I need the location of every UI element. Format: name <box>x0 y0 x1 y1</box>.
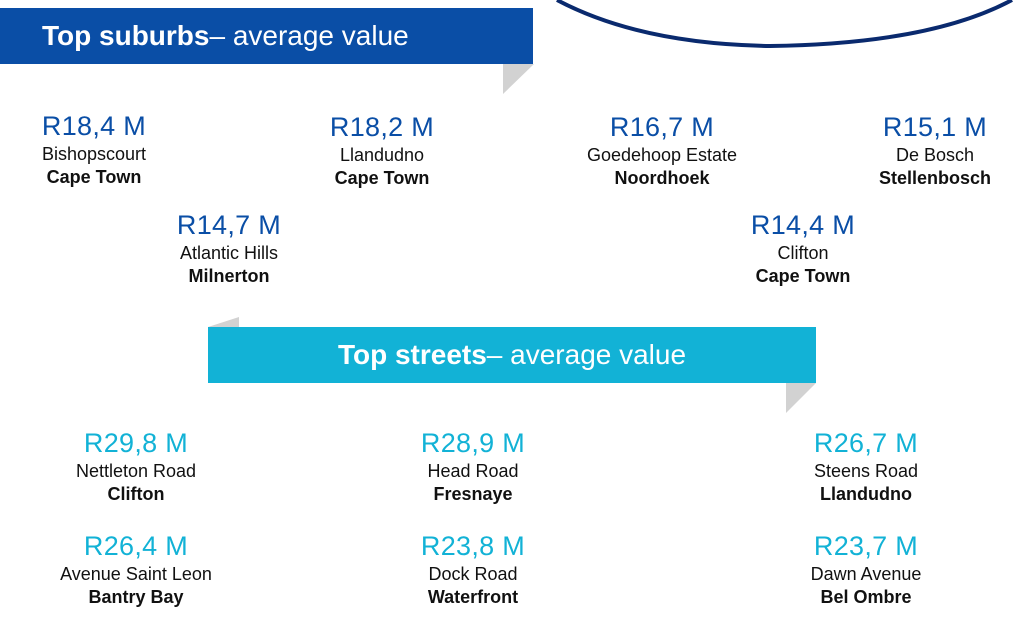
suburb-value: R18,2 M <box>329 112 435 142</box>
street-card: R23,8 M Dock Road Waterfront <box>353 530 593 609</box>
suburb-card: R14,4 M Clifton Cape Town <box>683 209 923 288</box>
street-value: R28,9 M <box>420 428 526 458</box>
street-city: Clifton <box>107 484 165 504</box>
street-card: R29,8 M Nettleton Road Clifton <box>16 427 256 506</box>
street-card: R23,7 M Dawn Avenue Bel Ombre <box>746 530 986 609</box>
suburb-card: R18,4 M Bishopscourt Cape Town <box>0 110 214 189</box>
street-name: Avenue Saint Leon <box>60 564 212 584</box>
street-value: R26,4 M <box>83 531 189 561</box>
suburbs-title-bold: Top suburbs <box>42 20 210 51</box>
suburb-card: R15,1 M De Bosch Stellenbosch <box>815 111 1024 190</box>
suburb-value: R14,4 M <box>750 210 856 240</box>
streets-title-bold: Top streets <box>337 339 487 370</box>
suburb-city: Cape Town <box>46 167 142 187</box>
suburb-city: Cape Town <box>334 168 430 188</box>
street-card: R26,4 M Avenue Saint Leon Bantry Bay <box>16 530 256 609</box>
street-card: R26,7 M Steens Road Llandudno <box>746 427 986 506</box>
suburb-city: Noordhoek <box>614 168 710 188</box>
street-value: R23,8 M <box>420 531 526 561</box>
suburb-name: Llandudno <box>339 145 425 165</box>
suburb-name: Goedehoop Estate <box>586 145 738 165</box>
street-value: R23,7 M <box>813 531 919 561</box>
streets-banner-fold-left <box>208 317 239 327</box>
suburb-name: Atlantic Hills <box>179 243 279 263</box>
suburb-card: R18,2 M Llandudno Cape Town <box>262 111 502 190</box>
suburb-card: R16,7 M Goedehoop Estate Noordhoek <box>542 111 782 190</box>
street-card: R28,9 M Head Road Fresnaye <box>353 427 593 506</box>
suburbs-banner-fold <box>503 64 534 94</box>
streets-banner: Top streets – average value <box>208 327 816 383</box>
suburbs-banner: Top suburbs – average value <box>0 8 533 64</box>
street-city: Bel Ombre <box>820 587 912 607</box>
street-name: Steens Road <box>813 461 919 481</box>
suburb-card: R14,7 M Atlantic Hills Milnerton <box>109 209 349 288</box>
suburb-city: Stellenbosch <box>878 168 992 188</box>
street-name: Dock Road <box>428 564 518 584</box>
street-city: Waterfront <box>427 587 519 607</box>
street-value: R26,7 M <box>813 428 919 458</box>
street-name: Head Road <box>427 461 519 481</box>
suburbs-title-rest: – average value <box>209 20 409 51</box>
suburb-city: Milnerton <box>188 266 270 286</box>
streets-title-rest: – average value <box>486 339 687 370</box>
suburb-value: R16,7 M <box>609 112 715 142</box>
suburb-value: R14,7 M <box>176 210 282 240</box>
suburb-name: De Bosch <box>895 145 975 165</box>
suburb-name: Bishopscourt <box>41 144 147 164</box>
street-name: Nettleton Road <box>75 461 197 481</box>
suburb-name: Clifton <box>777 243 829 263</box>
street-value: R29,8 M <box>83 428 189 458</box>
streets-banner-fold-right <box>786 383 816 413</box>
decorative-arc <box>556 0 1013 49</box>
street-city: Fresnaye <box>433 484 513 504</box>
suburb-city: Cape Town <box>755 266 851 286</box>
street-city: Llandudno <box>820 484 912 504</box>
street-name: Dawn Avenue <box>810 564 922 584</box>
suburb-value: R15,1 M <box>882 112 988 142</box>
street-city: Bantry Bay <box>88 587 184 607</box>
suburb-value: R18,4 M <box>41 111 147 141</box>
